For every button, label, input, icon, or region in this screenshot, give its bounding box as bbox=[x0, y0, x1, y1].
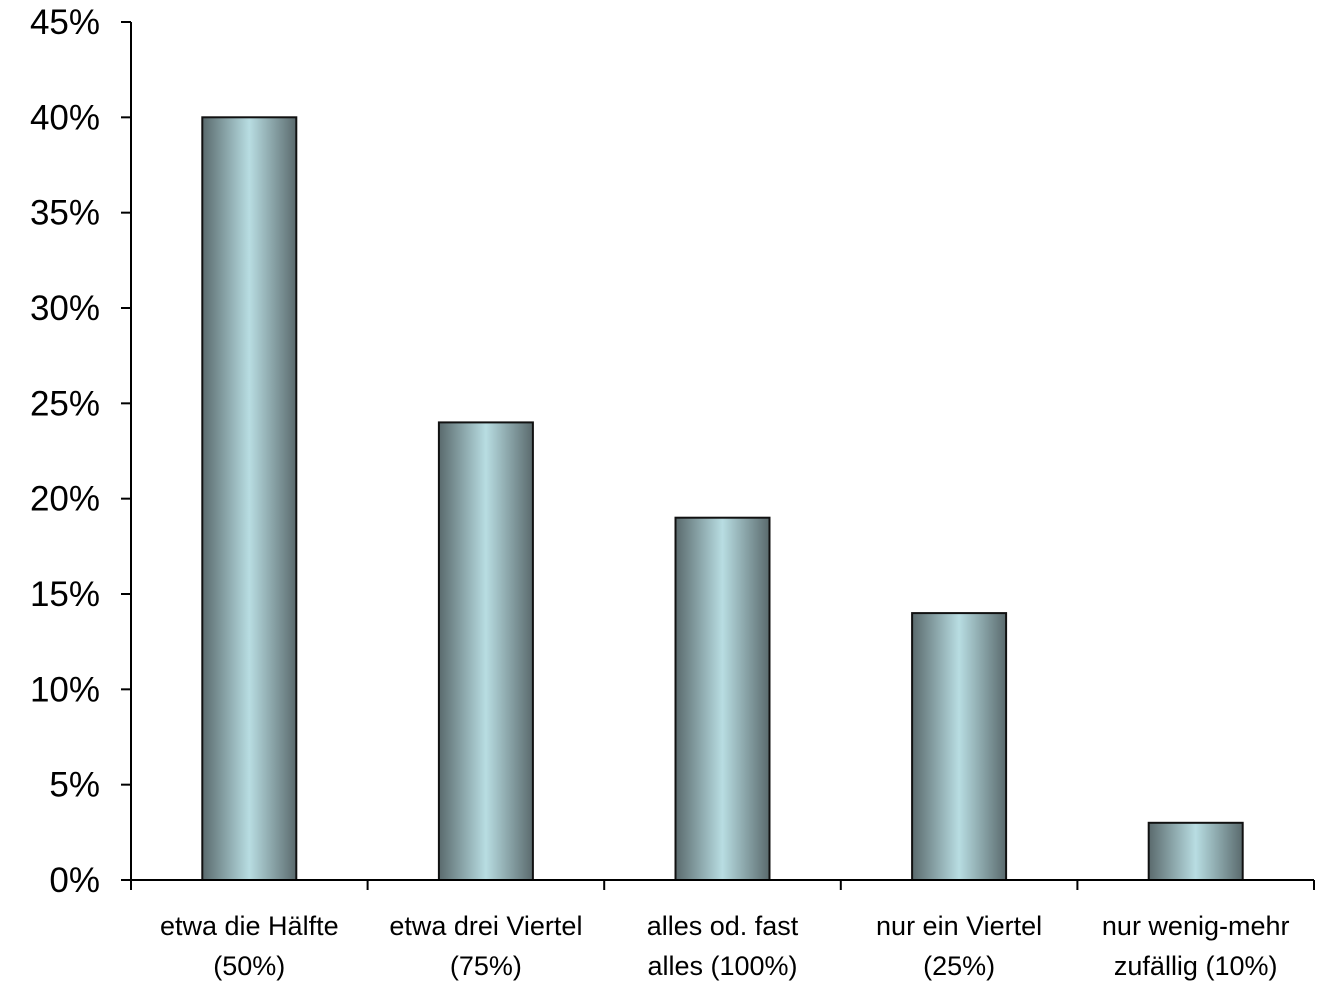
x-category-label-line: nur wenig-mehr bbox=[1102, 911, 1290, 941]
x-category-label: etwa drei Viertel (75%) bbox=[389, 911, 582, 981]
x-category-label: etwa die Hälfte (50%) bbox=[160, 911, 339, 981]
y-tick-label: 10% bbox=[30, 670, 100, 709]
y-tick-label: 35% bbox=[30, 194, 100, 233]
x-category-label-line: alles od. fast bbox=[647, 911, 799, 941]
bar-1 bbox=[201, 116, 298, 882]
x-category-label-line: nur ein Viertel bbox=[876, 911, 1042, 941]
x-category-label-line: etwa die Hälfte bbox=[160, 911, 339, 941]
x-category-label-line: alles (100%) bbox=[647, 951, 797, 981]
bars-group bbox=[201, 116, 1244, 882]
y-tick-label: 15% bbox=[30, 575, 100, 614]
y-tick-label: 45% bbox=[30, 3, 100, 42]
x-category-label-line: (50%) bbox=[213, 951, 285, 981]
x-category-label: nur ein Viertel (25%) bbox=[876, 911, 1042, 981]
y-tick-label: 25% bbox=[30, 384, 100, 423]
x-axis: etwa die Hälfte (50%) etwa drei Viertel (75… bbox=[130, 879, 1315, 981]
y-axis: 0% 5% 10% 15% 20% 25% 30% 35% 40% 45% bbox=[30, 3, 132, 900]
x-category-label: nur wenig-mehr zufällig (10%) bbox=[1102, 911, 1290, 981]
y-tick-label: 5% bbox=[49, 766, 100, 805]
bar-4 bbox=[911, 612, 1008, 881]
y-tick-label: 30% bbox=[30, 289, 100, 328]
x-category-label-line: zufällig (10%) bbox=[1114, 951, 1278, 981]
x-category-label-line: (25%) bbox=[923, 951, 995, 981]
bar-2 bbox=[437, 421, 534, 881]
y-tick-label: 20% bbox=[30, 480, 100, 519]
x-category-label-line: (75%) bbox=[450, 951, 522, 981]
y-tick-label: 0% bbox=[49, 861, 100, 900]
x-category-label-line: etwa drei Viertel bbox=[389, 911, 582, 941]
bar-5 bbox=[1147, 821, 1244, 881]
x-category-label: alles od. fast alles (100%) bbox=[647, 911, 799, 981]
bar-3 bbox=[674, 516, 771, 881]
y-tick-label: 40% bbox=[30, 98, 100, 137]
